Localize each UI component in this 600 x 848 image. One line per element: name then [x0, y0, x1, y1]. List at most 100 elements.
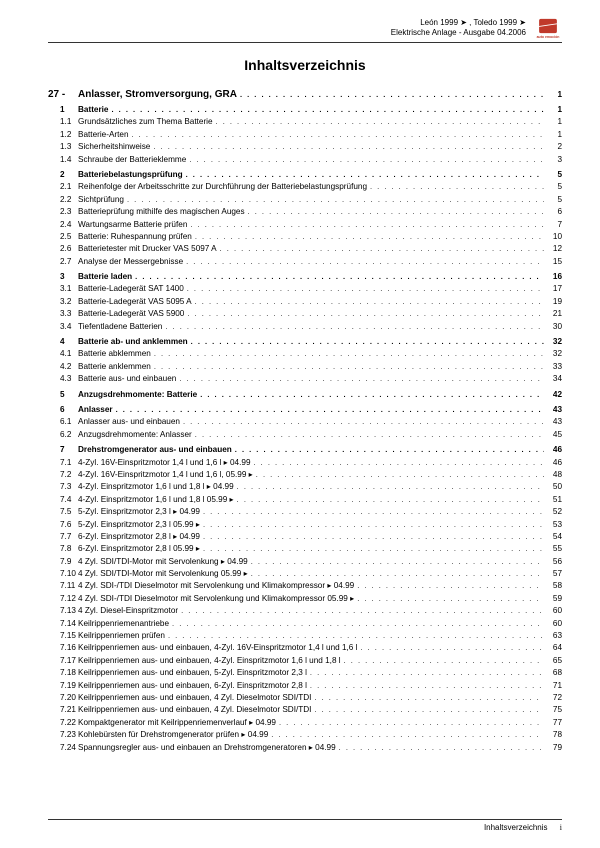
toc-entry-number: 7.23: [48, 729, 78, 741]
toc-entry-number: 2.1: [48, 181, 78, 193]
toc-entry: 2.6Batterietester mit Drucker VAS 5097 A…: [48, 243, 562, 255]
toc-leader: . . . . . . . . . . . . . . . . . . . . …: [151, 362, 544, 373]
toc-entry-number: 2.6: [48, 243, 78, 255]
toc-entry: 3Batterie laden. . . . . . . . . . . . .…: [48, 271, 562, 283]
toc-entry: 7.55-Zyl. Einspritzmotor 2,3 l ▸ 04.99. …: [48, 506, 562, 518]
toc-entry-number: 3.4: [48, 321, 78, 333]
toc-entry-number: 7.2: [48, 469, 78, 481]
toc-entry-number: 3.3: [48, 308, 78, 320]
toc-entry: 7.44-Zyl. Einspritzmotor 1,6 l und 1,8 l…: [48, 494, 562, 506]
toc-entry-page: 21: [544, 308, 562, 320]
toc-entry-page: 50: [544, 481, 562, 493]
seat-logo-icon: [537, 18, 559, 34]
toc-entry-number: 7.15: [48, 630, 78, 642]
toc-entry-number: 7.5: [48, 506, 78, 518]
toc-entry-label: Sicherheitshinweise: [78, 141, 150, 153]
toc-entry-page: 51: [544, 494, 562, 506]
toc-entry-page: 60: [544, 605, 562, 617]
toc-entry-page: 63: [544, 630, 562, 642]
toc-entry-number: 7.12: [48, 593, 78, 605]
toc-leader: . . . . . . . . . . . . . . . . . . . . …: [245, 207, 544, 218]
toc-entry-page: 54: [544, 531, 562, 543]
toc-leader: . . . . . . . . . . . . . . . . . . . . …: [354, 594, 544, 605]
toc-entry: 2.7Analyse der Messergebnisse. . . . . .…: [48, 256, 562, 268]
toc-entry-label: Batterie: [78, 104, 109, 116]
page-footer: Inhaltsverzeichnis i: [48, 819, 562, 832]
toc-entry-number: 1.2: [48, 129, 78, 141]
toc-entry: 7.94 Zyl. SDI/TDI-Motor mit Servolenkung…: [48, 556, 562, 568]
toc-entry-page: 3: [544, 154, 562, 166]
toc-leader: . . . . . . . . . . . . . . . . . . . . …: [165, 631, 544, 642]
toc-entry: 7.24Spannungsregler aus- und einbauen an…: [48, 742, 562, 754]
toc-entry-label: Batterie-Arten: [78, 129, 129, 141]
toc-entry-label: Keilrippenriemenantriebe: [78, 618, 169, 630]
toc-entry-page: 10: [544, 231, 562, 243]
toc-entry-page: 1: [544, 116, 562, 128]
footer-label: Inhaltsverzeichnis: [484, 823, 548, 832]
toc-entry-label: 5-Zyl. Einspritzmotor 2,3 l ▸ 04.99: [78, 506, 200, 518]
chapter-heading: 27 - Anlasser, Stromversorgung, GRA . . …: [48, 89, 562, 100]
toc-leader: . . . . . . . . . . . . . . . . . . . . …: [184, 284, 544, 295]
toc-leader: . . . . . . . . . . . . . . . . . . . . …: [176, 374, 544, 385]
toc-leader: . . . . . . . . . . . . . . . . . . . . …: [129, 130, 544, 141]
toc-entry-number: 7.9: [48, 556, 78, 568]
toc-leader: . . . . . . . . . . . . . . . . . . . . …: [183, 170, 544, 181]
toc-entry-number: 7.21: [48, 704, 78, 716]
toc-leader: . . . . . . . . . . . . . . . . . . . . …: [169, 619, 544, 630]
chapter-number: 27 -: [48, 89, 78, 100]
toc-entry-page: 43: [544, 416, 562, 428]
toc-entry: 3.3Batterie-Ladegerät VAS 5900. . . . . …: [48, 308, 562, 320]
toc-entry: 7.23Kohlebürsten für Drehstromgenerator …: [48, 729, 562, 741]
toc-entry-page: 65: [544, 655, 562, 667]
toc-entry-number: 2: [48, 169, 78, 181]
toc-entry-number: 7.10: [48, 568, 78, 580]
toc-entry-page: 33: [544, 361, 562, 373]
footer-page-number: i: [560, 823, 562, 832]
toc-entry-page: 46: [544, 444, 562, 456]
toc-entry: 7.21Keilrippenriemen aus- und einbauen, …: [48, 704, 562, 716]
toc-entry-number: 7.1: [48, 457, 78, 469]
toc-entry-label: Batterie aus- und einbauen: [78, 373, 176, 385]
toc-entry-number: 7.13: [48, 605, 78, 617]
toc-leader: . . . . . . . . . . . . . . . . . . . . …: [132, 272, 544, 283]
toc-entry-label: Keilrippenriemen aus- und einbauen, 4 Zy…: [78, 692, 311, 704]
toc-entry-label: Grundsätzliches zum Thema Batterie: [78, 116, 213, 128]
toc-leader: . . . . . . . . . . . . . . . . . . . . …: [113, 405, 544, 416]
toc-entry-label: 4 Zyl. SDI-/TDI Dieselmotor mit Servolen…: [78, 580, 354, 592]
page-header: León 1999 ➤ , Toledo 1999 ➤ Elektrische …: [48, 18, 562, 40]
toc-leader: . . . . . . . . . . . . . . . . . . . . …: [150, 142, 544, 153]
toc-entry-page: 75: [544, 704, 562, 716]
toc-entry-page: 58: [544, 580, 562, 592]
toc-entry-label: Schraube der Batterieklemme: [78, 154, 186, 166]
toc-entry-label: Keilrippenriemen aus- und einbauen, 4-Zy…: [78, 642, 357, 654]
chapter-label: Anlasser, Stromversorgung, GRA: [78, 89, 237, 100]
toc-leader: . . . . . . . . . . . . . . . . . . . . …: [307, 668, 544, 679]
toc-entry-number: 6.1: [48, 416, 78, 428]
toc-entry-label: Batterie-Ladegerät VAS 5900: [78, 308, 184, 320]
header-subtitle: Elektrische Anlage - Ausgabe 04.2006: [391, 28, 526, 38]
seat-logo: auto emoción: [534, 18, 562, 40]
toc-entry-page: 2: [544, 141, 562, 153]
toc-entry-number: 7.16: [48, 642, 78, 654]
toc-leader: . . . . . . . . . . . . . . . . . . . . …: [307, 681, 544, 692]
toc-leader: . . . . . . . . . . . . . . . . . . . . …: [162, 322, 544, 333]
toc-entry-label: Keilrippenriemen aus- und einbauen, 6-Zy…: [78, 680, 307, 692]
toc-entry-label: Wartungsarme Batterie prüfen: [78, 219, 187, 231]
header-text: León 1999 ➤ , Toledo 1999 ➤ Elektrische …: [391, 18, 526, 39]
toc-entry-page: 42: [544, 389, 562, 401]
toc-entry-page: 45: [544, 429, 562, 441]
toc-entry-label: Anzugsdrehmomente: Anlasser: [78, 429, 192, 441]
toc-entry: 3.1Batterie-Ladegerät SAT 1400. . . . . …: [48, 283, 562, 295]
toc-entry-number: 3.1: [48, 283, 78, 295]
toc-leader: . . . . . . . . . . . . . . . . . . . . …: [187, 220, 544, 231]
toc-entry: 7.65-Zyl. Einspritzmotor 2,3 l 05.99 ▸. …: [48, 519, 562, 531]
toc-entry-number: 7.4: [48, 494, 78, 506]
logo-tagline: auto emoción: [537, 35, 560, 39]
toc-entry: 2.3Batterieprüfung mithilfe des magische…: [48, 206, 562, 218]
toc-entry-number: 5: [48, 389, 78, 401]
toc-entry-number: 7: [48, 444, 78, 456]
toc-entry-label: Kompaktgenerator mit Keilrippenriemenver…: [78, 717, 276, 729]
toc-entry-number: 6.2: [48, 429, 78, 441]
toc-entry-page: 59: [544, 593, 562, 605]
toc-entry-label: Drehstromgenerator aus- und einbauen: [78, 444, 232, 456]
